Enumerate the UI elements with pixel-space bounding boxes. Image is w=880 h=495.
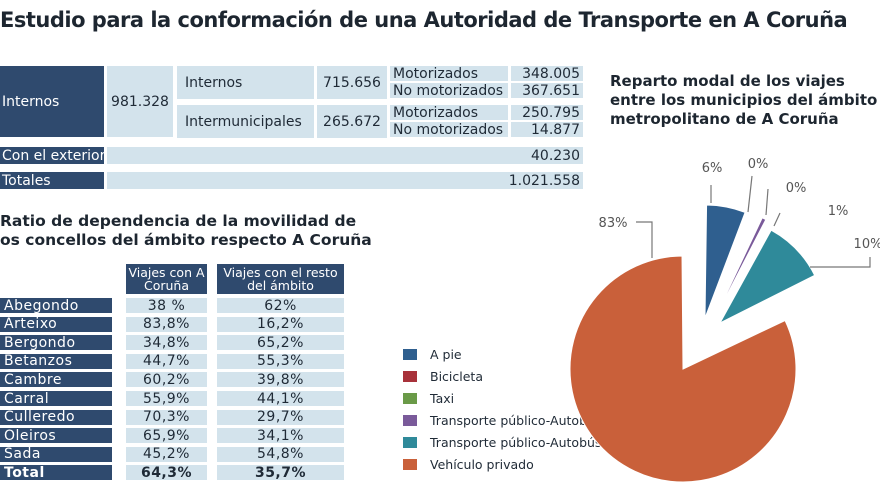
row-value-coruna: 65,9% (126, 428, 207, 444)
row-value-resto: 29,7% (217, 409, 344, 425)
row-name: Culleredo (0, 409, 112, 425)
page-title: Estudio para la conformación de una Auto… (0, 8, 848, 32)
totales-value: 1.021.558 (107, 172, 583, 189)
leader-line (810, 257, 871, 268)
row-value-coruna: 45,2% (126, 446, 207, 462)
ratio-title-line: Ratio de dependencia de la movilidad de (0, 212, 357, 230)
sub-value-internos: 715.656 (317, 66, 387, 99)
row-value-coruna: 44,7% (126, 353, 207, 369)
pie-slice (569, 255, 797, 483)
row-value-resto: 55,3% (217, 353, 344, 369)
row-name: Sada (0, 446, 112, 462)
legend-label: Vehículo privado (430, 456, 534, 472)
col-header-coruna: Viajes con A Coruña (126, 264, 207, 294)
row-name: Cambre (0, 372, 112, 388)
pie-title-line: Reparto modal de los viajes (610, 72, 845, 90)
row-value-coruna: 70,3% (126, 409, 207, 425)
pie-title: Reparto modal de los viajes entre los mu… (610, 72, 877, 129)
pie-slice (713, 217, 767, 321)
row-name: Total (0, 465, 112, 481)
legend-label: Taxi (430, 390, 455, 406)
slice-label: 6% (702, 161, 723, 176)
row-value-resto: 62% (217, 298, 344, 314)
row-value-resto: 35,7% (217, 465, 344, 481)
slice-label: 10% (854, 237, 880, 252)
legend-label: A pie (430, 346, 462, 362)
row-value-coruna: 55,9% (126, 391, 207, 407)
internos-total: 981.328 (107, 66, 173, 137)
ratio-title-line: os concellos del ámbito respecto A Coruñ… (0, 231, 372, 249)
sub-value-intermunicipales: 265.672 (317, 105, 387, 138)
row-value-resto: 54,8% (217, 446, 344, 462)
legend-label: Bicicleta (430, 368, 483, 384)
leader-line (636, 221, 653, 258)
pie-slice (707, 212, 752, 319)
row-value-coruna: 64,3% (126, 465, 207, 481)
legend-item: A pie (403, 346, 462, 362)
legend-swatch (403, 392, 417, 404)
row-value-coruna: 38 % (126, 298, 207, 314)
row-value-coruna: 60,2% (126, 372, 207, 388)
legend-swatch (403, 414, 417, 426)
legend-swatch (403, 436, 417, 448)
totales-label: Totales (0, 172, 104, 189)
legend-item: Vehículo privado (403, 456, 534, 472)
row-value-resto: 16,2% (217, 316, 344, 332)
row-name: Carral (0, 391, 112, 407)
row-value-coruna: 34,8% (126, 335, 207, 351)
internos-header: Internos (0, 66, 104, 137)
row-value-resto: 34,1% (217, 428, 344, 444)
slice-label: 83% (599, 216, 628, 231)
pie-title-line: entre los municipios del ámbito (610, 91, 878, 109)
split-value: 250.795 (511, 105, 583, 121)
split-label: No motorizados (390, 83, 508, 99)
exterior-value: 40.230 (107, 147, 583, 164)
leader-line (747, 175, 753, 213)
pie-slice (710, 214, 758, 320)
split-label: Motorizados (390, 66, 508, 82)
col-header-resto: Viajes con el resto del ámbito (217, 264, 344, 294)
exterior-label: Con el exterior (0, 147, 106, 164)
row-name: Bergondo (0, 335, 112, 351)
row-value-resto: 44,1% (217, 391, 344, 407)
leader-line (765, 188, 769, 216)
slice-label: 0% (786, 181, 807, 196)
row-name: Oleiros (0, 428, 112, 444)
pie-slice (718, 229, 816, 325)
split-value: 14.877 (511, 122, 583, 138)
row-value-resto: 39,8% (217, 372, 344, 388)
slice-label: 1% (828, 204, 849, 219)
split-value: 348.005 (511, 66, 583, 82)
split-label: Motorizados (390, 105, 508, 121)
row-value-coruna: 83,8% (126, 316, 207, 332)
row-name: Betanzos (0, 353, 112, 369)
ratio-title: Ratio de dependencia de la movilidad de … (0, 212, 372, 250)
pie-title-line: metropolitano de A Coruña (610, 110, 839, 128)
row-name: Abegondo (0, 298, 112, 314)
leader-line (773, 212, 781, 227)
sub-label-intermunicipales: Intermunicipales (177, 105, 314, 138)
pie-slice (704, 204, 746, 319)
row-value-resto: 65,2% (217, 335, 344, 351)
split-value: 367.651 (511, 83, 583, 99)
legend-swatch (403, 348, 417, 360)
legend-swatch (403, 458, 417, 470)
slice-label: 0% (748, 157, 769, 172)
split-label: No motorizados (390, 122, 508, 138)
legend-swatch (403, 370, 417, 382)
row-name: Arteixo (0, 316, 112, 332)
legend-item: Taxi (403, 390, 455, 406)
legend-item: Bicicleta (403, 368, 483, 384)
sub-label-internos: Internos (177, 66, 314, 99)
